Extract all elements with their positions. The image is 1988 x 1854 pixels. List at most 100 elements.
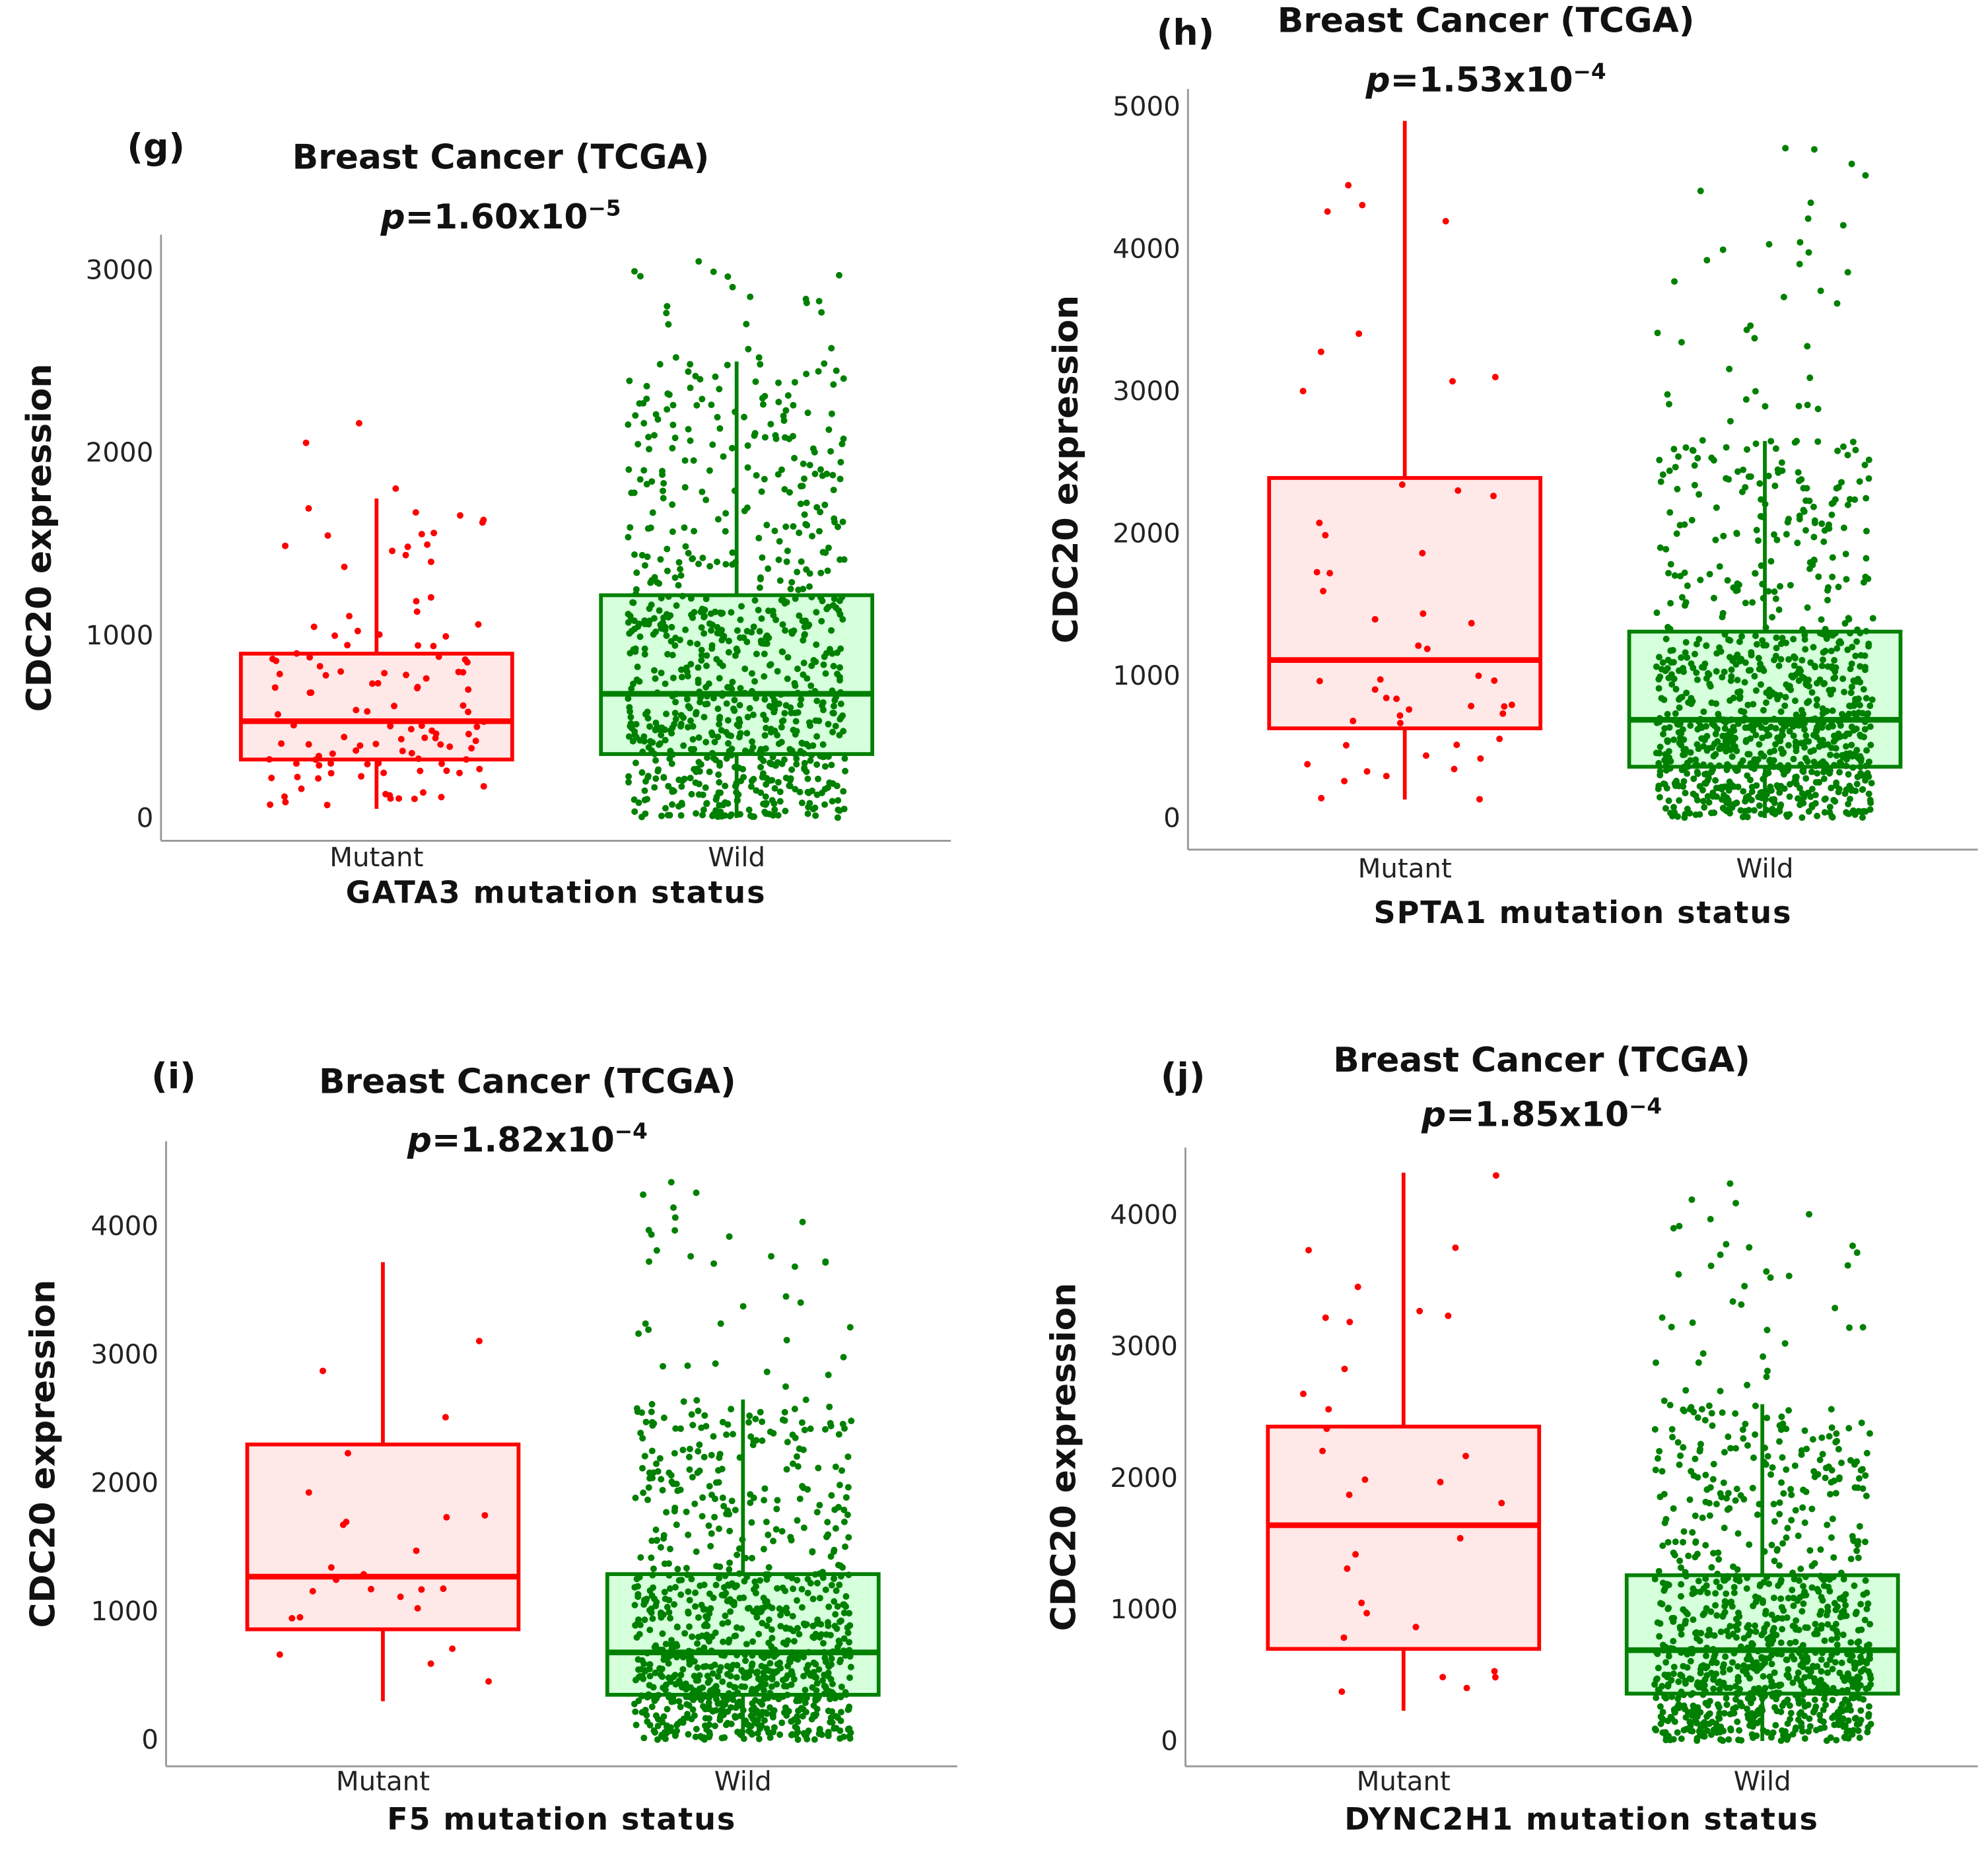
data-point — [762, 1571, 769, 1578]
data-point — [1739, 813, 1746, 821]
data-point — [1801, 1674, 1808, 1681]
data-point — [1785, 1407, 1793, 1414]
data-point — [724, 717, 732, 724]
data-point — [685, 1623, 693, 1630]
data-point — [745, 806, 753, 813]
data-point — [636, 1573, 643, 1581]
data-point — [1771, 656, 1778, 664]
data-point — [1725, 1633, 1732, 1640]
data-point — [1420, 610, 1427, 617]
data-point — [741, 665, 749, 672]
data-point — [1734, 586, 1741, 594]
data-points — [631, 1179, 855, 1743]
data-point — [427, 558, 434, 565]
data-point — [1851, 1461, 1858, 1468]
data-point — [1765, 241, 1773, 248]
data-point — [709, 1707, 716, 1715]
data-point — [716, 715, 723, 722]
data-point — [810, 1634, 817, 1641]
data-point — [722, 1572, 729, 1579]
data-point — [1863, 528, 1870, 535]
data-point — [796, 788, 804, 796]
data-point — [802, 520, 809, 528]
data-point — [835, 271, 842, 279]
data-point — [640, 1489, 647, 1496]
data-point — [668, 1179, 675, 1186]
data-point — [644, 1496, 652, 1503]
data-point — [1839, 751, 1846, 759]
data-point — [671, 1601, 678, 1608]
data-points — [276, 1338, 492, 1685]
data-point — [1727, 1180, 1734, 1187]
data-point — [775, 379, 782, 386]
data-point — [671, 1227, 679, 1234]
data-point — [1761, 1548, 1768, 1555]
data-point — [740, 634, 747, 641]
data-point — [1737, 1492, 1744, 1499]
data-point — [692, 1694, 699, 1701]
data-point — [1862, 776, 1869, 784]
data-point — [837, 1709, 844, 1716]
data-point — [677, 812, 685, 819]
data-point — [1674, 1695, 1682, 1702]
data-point — [1847, 666, 1854, 673]
data-point — [784, 547, 791, 555]
data-point — [819, 753, 827, 761]
data-point — [1725, 787, 1732, 794]
data-point — [804, 1589, 811, 1596]
data-point — [415, 755, 422, 763]
data-point — [1760, 595, 1767, 602]
data-point — [632, 1494, 639, 1501]
data-point — [1844, 269, 1851, 276]
data-point — [1752, 1402, 1759, 1410]
data-point — [294, 773, 301, 780]
data-point — [784, 675, 791, 683]
data-point — [689, 555, 697, 562]
data-point — [1721, 1608, 1729, 1616]
data-point — [1861, 772, 1868, 779]
data-point — [368, 680, 376, 687]
data-point — [414, 1604, 421, 1612]
data-point — [804, 409, 811, 417]
data-point — [699, 555, 706, 562]
data-point — [660, 1414, 668, 1422]
data-point — [1445, 1312, 1452, 1319]
data-point — [715, 771, 722, 778]
data-point — [753, 471, 760, 479]
data-point — [673, 1521, 680, 1528]
data-point — [1801, 726, 1808, 733]
data-point — [797, 1299, 804, 1306]
data-point — [1713, 1501, 1720, 1507]
data-point — [1743, 1585, 1750, 1592]
data-point — [296, 1614, 304, 1621]
data-point — [1354, 1284, 1361, 1291]
data-point — [1686, 1406, 1694, 1413]
data-point — [641, 645, 648, 652]
data-point — [770, 1538, 777, 1545]
y-tick-label: 1000 — [86, 620, 154, 651]
data-point — [709, 1670, 716, 1677]
data-point — [1758, 496, 1765, 503]
data-point — [691, 1712, 698, 1719]
data-point — [707, 1687, 714, 1694]
data-point — [389, 547, 396, 555]
data-point — [1762, 500, 1769, 508]
data-point — [1651, 1425, 1659, 1433]
data-point — [1744, 1624, 1751, 1631]
data-point — [671, 1214, 679, 1221]
data-point — [782, 627, 789, 634]
data-point — [1675, 453, 1682, 460]
data-point — [1653, 1694, 1660, 1701]
data-point — [1468, 703, 1475, 710]
data-point — [787, 704, 794, 711]
data-point — [391, 703, 397, 710]
data-point — [652, 1669, 659, 1676]
data-point — [1775, 784, 1782, 791]
data-point — [1867, 1620, 1874, 1628]
data-point — [1721, 1525, 1728, 1532]
data-point — [625, 773, 633, 780]
data-point — [720, 453, 727, 460]
data-point — [814, 1616, 821, 1624]
data-point — [800, 1524, 807, 1531]
data-point — [817, 1621, 825, 1628]
